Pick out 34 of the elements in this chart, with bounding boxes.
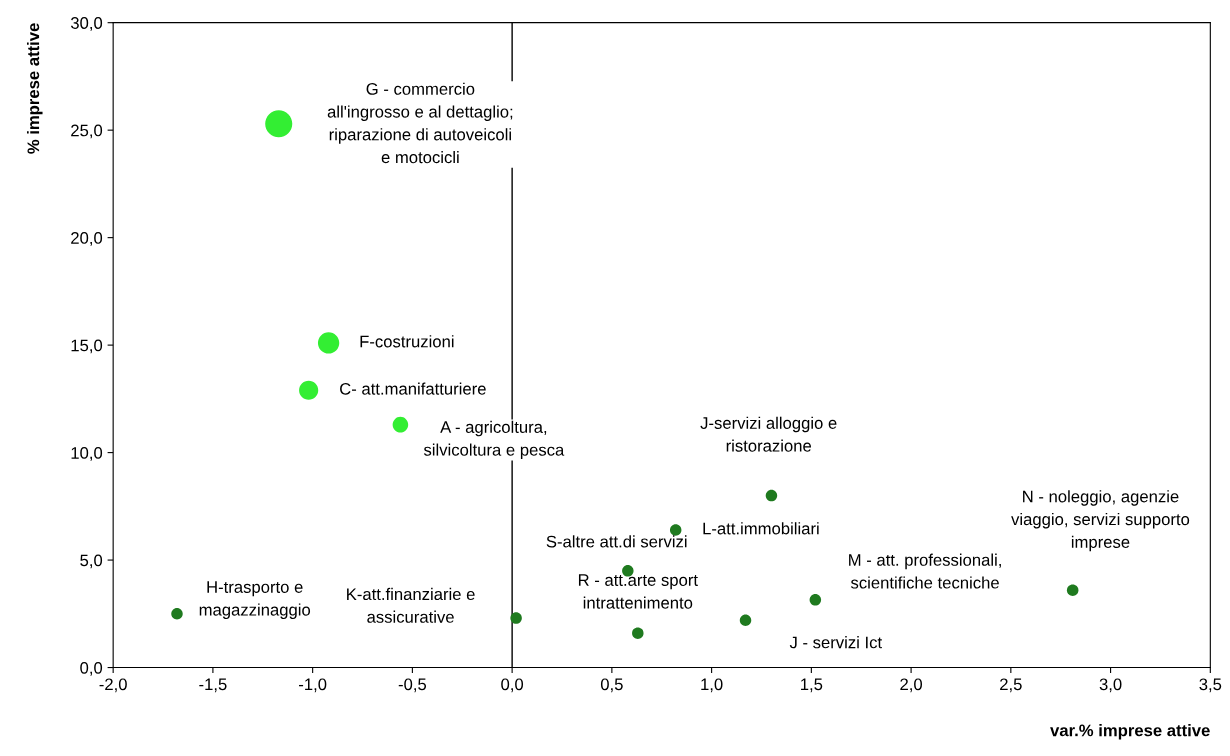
y-tick-label: 30,0 <box>70 17 103 31</box>
x-tick-label: -1,0 <box>299 678 327 693</box>
x-tick-label: 3,5 <box>1199 678 1222 693</box>
x-tick-label: -2,0 <box>99 678 127 693</box>
annotation: G - commercio all'ingrosso e al dettaglio; riparazione di autoveicoli e motocicli <box>327 82 513 164</box>
x-tick-label: 0,0 <box>501 678 524 693</box>
annotation: H-trasporto e magazzinaggio <box>199 581 311 619</box>
annotation: A - agricoltura, silvicoltura e pesca <box>423 420 565 460</box>
annotation: S-altre att.di servizi <box>546 535 687 548</box>
annotation: M - att. professionali, scientifiche tecniche <box>849 553 1001 589</box>
x-tick-label: 1,0 <box>701 678 723 693</box>
y-tick-label: 15,0 <box>71 339 103 354</box>
x-tick-label: 1,5 <box>801 678 823 693</box>
annotation: C- att.manifatturiere <box>340 382 486 395</box>
y-axis-title: % imprese attive <box>26 23 43 154</box>
x-axis-title: var.% imprese attive <box>1050 724 1210 740</box>
y-tick-label: 0,0 <box>80 661 103 676</box>
x-tick-label: 2,5 <box>1000 678 1022 693</box>
annotation: N - noleggio, agenzie viaggio, servizi supporto imprese <box>1011 490 1190 552</box>
y-tick-label: 25,0 <box>71 124 103 139</box>
y-tick-label: 5,0 <box>80 554 103 569</box>
x-tick-label: 0,5 <box>600 678 623 693</box>
x-tick-label: 2,0 <box>900 678 923 693</box>
y-tick-label: 10,0 <box>71 446 103 461</box>
annotation: J - servizi Ict <box>789 636 882 649</box>
x-tick-label: -1,5 <box>199 678 227 693</box>
y-tick-label: 20,0 <box>71 232 103 246</box>
annotation: J-servizi alloggio e ristorazione <box>700 416 837 452</box>
annotation: K-att.finanziarie e assicurative <box>347 587 475 623</box>
annotation: L-att.immobiliari <box>703 522 819 535</box>
annotation: R - att.arte sport intrattenimento <box>578 574 698 609</box>
x-tick-label: -0,5 <box>398 678 427 693</box>
x-tick-label: 3,0 <box>1099 678 1122 693</box>
annotation: F-costruzioni <box>360 335 454 348</box>
